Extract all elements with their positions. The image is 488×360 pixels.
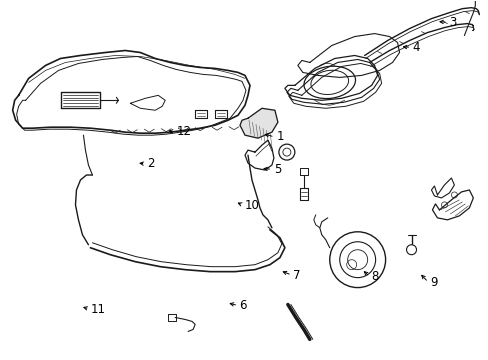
Text: 5: 5 bbox=[273, 163, 281, 176]
Text: 11: 11 bbox=[91, 303, 106, 316]
Text: 10: 10 bbox=[244, 199, 259, 212]
Text: 4: 4 bbox=[412, 41, 419, 54]
Text: 6: 6 bbox=[239, 299, 246, 312]
Polygon shape bbox=[240, 108, 277, 138]
Text: 12: 12 bbox=[176, 125, 191, 138]
Text: 7: 7 bbox=[293, 269, 300, 282]
Text: 9: 9 bbox=[429, 276, 436, 289]
Text: 3: 3 bbox=[448, 16, 456, 29]
Text: 2: 2 bbox=[147, 157, 154, 170]
Text: 1: 1 bbox=[276, 130, 283, 144]
Text: 8: 8 bbox=[370, 270, 378, 283]
